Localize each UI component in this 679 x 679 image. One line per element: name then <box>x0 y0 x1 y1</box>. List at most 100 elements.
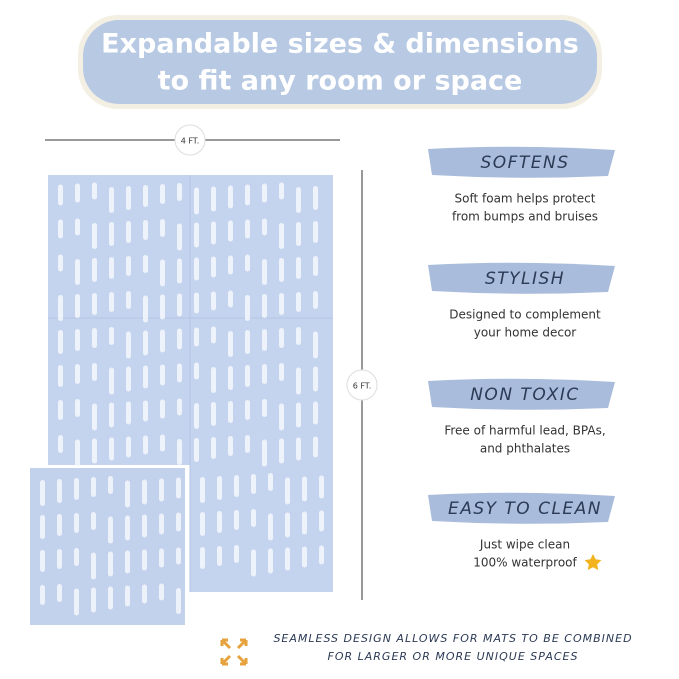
brush-mark <box>296 187 301 213</box>
brush-mark <box>176 512 181 532</box>
brush-mark <box>200 512 205 536</box>
brush-mark <box>313 256 318 276</box>
star-icon <box>584 554 602 570</box>
brush-mark <box>194 403 199 429</box>
brush-mark <box>234 545 239 563</box>
brush-mark <box>91 552 96 580</box>
brush-mark <box>251 509 256 527</box>
brush-mark <box>108 476 113 494</box>
brush-mark <box>40 480 45 506</box>
brush-mark <box>177 398 182 416</box>
brush-mark <box>75 364 80 384</box>
brush-mark <box>177 183 182 201</box>
mat-tile <box>190 455 333 592</box>
feature-description: your home decor <box>474 326 577 340</box>
brush-mark <box>92 293 97 315</box>
foam-mats <box>30 175 333 625</box>
brush-mark <box>194 257 199 281</box>
brush-mark <box>57 584 62 602</box>
brush-mark <box>126 401 131 425</box>
brush-mark <box>159 548 164 568</box>
feature-title: EASY TO CLEAN <box>448 499 602 519</box>
brush-mark <box>58 365 63 387</box>
feature-description: Soft foam helps protect <box>455 192 596 206</box>
brush-mark <box>58 295 63 321</box>
brush-mark <box>302 511 307 535</box>
brush-mark <box>217 546 222 566</box>
brush-mark <box>91 477 96 497</box>
brush-mark <box>126 436 131 458</box>
brush-mark <box>228 255 233 275</box>
brush-mark <box>279 363 284 381</box>
brush-mark <box>143 435 148 455</box>
brush-mark <box>125 480 130 508</box>
brush-mark <box>245 330 250 354</box>
brush-mark <box>75 439 80 467</box>
brush-mark <box>262 364 267 384</box>
brush-mark <box>143 365 148 389</box>
brush-mark <box>194 362 199 380</box>
brush-mark <box>228 436 233 456</box>
brush-mark <box>108 586 113 610</box>
brush-mark <box>262 329 267 351</box>
width-badge <box>174 124 206 156</box>
brush-mark <box>176 547 181 565</box>
brush-mark <box>245 365 250 387</box>
brush-mark <box>160 399 165 419</box>
brush-mark <box>319 475 324 499</box>
brush-mark <box>313 186 318 210</box>
brush-band <box>428 492 615 524</box>
brush-mark <box>177 223 182 251</box>
brush-mark <box>160 434 165 452</box>
brush-mark <box>251 549 256 577</box>
brush-mark <box>126 186 131 210</box>
brush-mark <box>142 479 147 505</box>
brush-mark <box>92 328 97 348</box>
brush-mark <box>194 327 199 347</box>
brush-mark <box>75 259 80 285</box>
feature-description: from bumps and bruises <box>452 210 598 224</box>
brush-mark <box>262 439 267 467</box>
brush-mark <box>160 184 165 204</box>
brush-mark <box>91 587 96 613</box>
brush-band <box>428 378 615 410</box>
brush-mark <box>228 290 233 308</box>
brush-mark <box>217 511 222 533</box>
brush-mark <box>296 257 301 279</box>
brush-mark <box>279 258 284 282</box>
height-badge <box>346 369 378 401</box>
brush-mark <box>211 186 216 212</box>
brush-mark <box>143 185 148 207</box>
brush-mark <box>313 221 318 243</box>
height-label: 6 FT. <box>353 382 372 391</box>
features: SOFTENS Soft foam helps protect from bumps… <box>428 146 615 570</box>
brush-mark <box>296 292 301 312</box>
footer-text: SEAMLESS DESIGN ALLOWS FOR MATS TO BE CO… <box>273 632 632 645</box>
brush-mark <box>74 478 79 500</box>
brush-mark <box>92 258 97 282</box>
brush-mark <box>125 515 130 541</box>
brush-mark <box>109 367 114 395</box>
brush-mark <box>159 478 164 502</box>
brush-mark <box>176 477 181 499</box>
brush-mark <box>319 545 324 565</box>
brush-mark <box>160 364 165 386</box>
brush-mark <box>58 435 63 453</box>
brush-mark <box>109 437 114 461</box>
brush-mark <box>228 401 233 423</box>
brush-mark <box>159 583 164 601</box>
brush-mark <box>302 546 307 568</box>
brush-mark <box>211 221 216 245</box>
brush-mark <box>245 435 250 453</box>
brush-mark <box>279 293 284 315</box>
brush-mark <box>160 219 165 237</box>
brush-mark <box>74 588 79 616</box>
brush-mark <box>109 292 114 312</box>
brush-mark <box>75 218 80 236</box>
brush-mark <box>234 475 239 497</box>
brush-mark <box>211 291 216 311</box>
brush-mark <box>177 439 182 465</box>
brush-mark <box>143 330 148 356</box>
feature-title: SOFTENS <box>480 153 569 173</box>
brush-mark <box>109 327 114 345</box>
